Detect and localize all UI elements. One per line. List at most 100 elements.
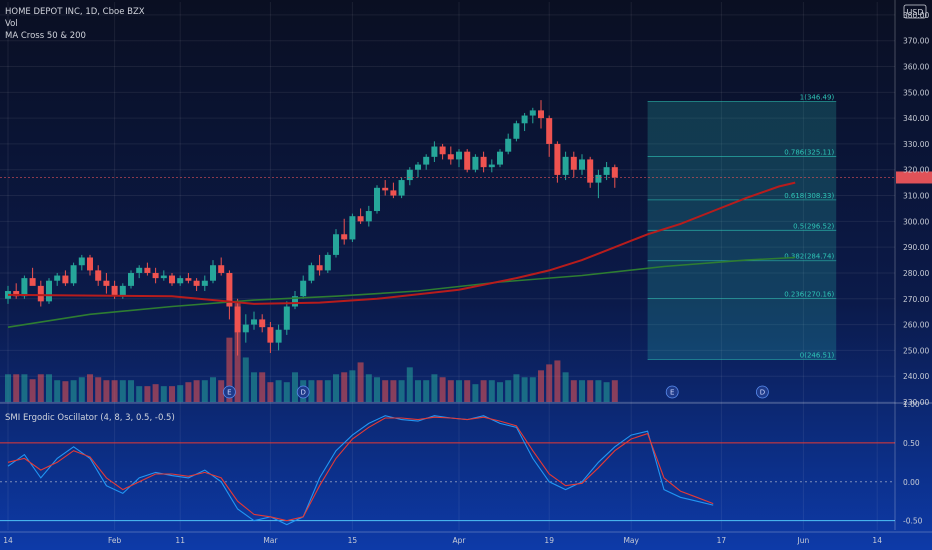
event-marker[interactable]	[665, 385, 679, 399]
signal-line[interactable]	[7, 416, 714, 522]
event-marker[interactable]	[222, 385, 236, 399]
volume-bar	[242, 357, 249, 402]
candle-body[interactable]	[538, 110, 544, 119]
candle-body[interactable]	[447, 154, 454, 160]
candle-body[interactable]	[87, 257, 93, 271]
candlestick-series[interactable]	[5, 100, 618, 356]
candle-body[interactable]	[324, 254, 331, 271]
candle-body[interactable]	[193, 280, 200, 286]
candle-body[interactable]	[341, 234, 348, 240]
candle-body[interactable]	[201, 280, 208, 286]
candle-body[interactable]	[439, 146, 446, 155]
candle-body[interactable]	[554, 143, 561, 175]
price-tick-label: 380.00	[903, 11, 929, 20]
candle-body[interactable]	[169, 275, 175, 284]
candle-body[interactable]	[316, 265, 323, 271]
candle-body[interactable]	[160, 275, 167, 279]
candle-body[interactable]	[562, 156, 569, 175]
candle-body[interactable]	[595, 174, 602, 183]
candle-body[interactable]	[390, 190, 397, 196]
candle-body[interactable]	[603, 167, 610, 175]
candle-body[interactable]	[480, 156, 487, 168]
candle-body[interactable]	[185, 278, 192, 281]
volume-bar	[29, 379, 36, 402]
candle-body[interactable]	[103, 280, 110, 286]
candle-body[interactable]	[464, 151, 471, 170]
candle-body[interactable]	[333, 234, 339, 255]
candle-body[interactable]	[251, 319, 257, 325]
price-tick-label: 330.00	[903, 140, 929, 149]
candle-body[interactable]	[570, 156, 577, 170]
candle-body[interactable]	[46, 280, 52, 302]
candle-body[interactable]	[70, 265, 77, 284]
candle-body[interactable]	[275, 329, 282, 343]
candle-body[interactable]	[111, 285, 118, 297]
candle-body[interactable]	[136, 267, 143, 273]
candle-body[interactable]	[29, 278, 36, 286]
fib-level-label: 0.5(296.52)	[793, 222, 834, 230]
candle-body[interactable]	[488, 164, 495, 168]
candle-body[interactable]	[210, 265, 216, 281]
osc-tick-label: 1.00	[903, 400, 920, 409]
candle-body[interactable]	[423, 156, 430, 165]
candle-body[interactable]	[513, 123, 520, 139]
candle-body[interactable]	[13, 291, 20, 297]
candle-body[interactable]	[292, 296, 298, 307]
candle-body[interactable]	[472, 156, 479, 170]
candle-body[interactable]	[37, 285, 44, 302]
currency-badge-text: USD	[906, 8, 923, 17]
candle-body[interactable]	[283, 306, 290, 330]
fibonacci-retracement[interactable]: 1(346.49) 0.786(325.11) 0.618(308.33) 0.5(2…	[647, 93, 837, 360]
currency-badge-box[interactable]	[903, 4, 927, 19]
candle-body[interactable]	[406, 169, 413, 181]
candle-body[interactable]	[62, 275, 69, 284]
candle-body[interactable]	[382, 187, 389, 191]
candle-body[interactable]	[505, 138, 512, 152]
candle-body[interactable]	[431, 146, 438, 157]
fib-level-label: 0.236(270.16)	[784, 290, 834, 298]
candle-body[interactable]	[308, 265, 315, 281]
volume-bar	[111, 380, 118, 402]
candle-body[interactable]	[497, 151, 503, 165]
candle-body[interactable]	[21, 278, 28, 297]
candle-body[interactable]	[242, 324, 249, 333]
candle-body[interactable]	[521, 115, 528, 124]
candle-body[interactable]	[54, 275, 61, 281]
event-marker[interactable]	[756, 385, 769, 399]
candle-body[interactable]	[259, 319, 266, 328]
event-marker[interactable]	[296, 385, 310, 399]
candle-body[interactable]	[611, 167, 618, 178]
smi-line[interactable]	[7, 415, 714, 526]
event-marker-label: D	[760, 389, 765, 397]
candle-body[interactable]	[587, 159, 594, 183]
candle-body[interactable]	[365, 211, 372, 222]
candle-body[interactable]	[546, 118, 553, 144]
candle-body[interactable]	[300, 280, 307, 297]
candle-body[interactable]	[529, 110, 536, 116]
candle-body[interactable]	[398, 180, 405, 196]
candle-body[interactable]	[267, 327, 274, 343]
candle-body[interactable]	[152, 272, 159, 279]
candle-body[interactable]	[234, 306, 241, 333]
currency-badge[interactable]: USD	[903, 4, 927, 19]
candle-body[interactable]	[177, 278, 184, 284]
candle-body[interactable]	[78, 257, 85, 266]
candle-body[interactable]	[349, 216, 356, 240]
candle-body[interactable]	[579, 159, 585, 170]
candle-body[interactable]	[456, 151, 462, 160]
candle-body[interactable]	[218, 265, 225, 273]
candle-body[interactable]	[226, 272, 233, 307]
candle-body[interactable]	[119, 285, 126, 297]
candle-body[interactable]	[415, 164, 421, 170]
candle-body[interactable]	[128, 272, 134, 286]
volume-bar	[185, 382, 192, 402]
candle-body[interactable]	[374, 187, 380, 212]
candle-body[interactable]	[357, 216, 364, 222]
volume-bar	[562, 372, 569, 402]
smi-oscillator[interactable]	[0, 415, 895, 526]
candle-body[interactable]	[144, 267, 151, 273]
candle-body[interactable]	[95, 270, 102, 281]
last-price-badge[interactable]	[896, 171, 932, 184]
